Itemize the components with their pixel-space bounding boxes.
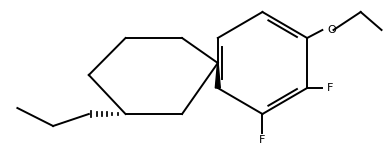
Polygon shape bbox=[215, 63, 220, 88]
Text: F: F bbox=[327, 83, 333, 93]
Text: F: F bbox=[259, 135, 266, 145]
Text: O: O bbox=[327, 25, 336, 35]
